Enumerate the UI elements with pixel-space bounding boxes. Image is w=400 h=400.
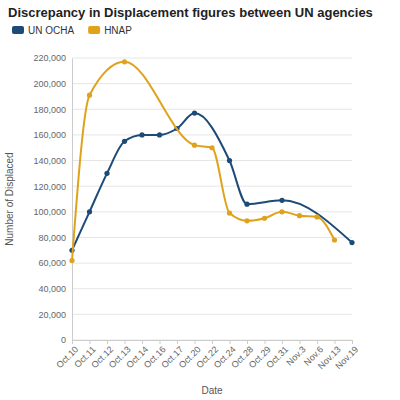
legend-swatch [88,26,100,34]
x-tick-mark [352,340,353,344]
y-tick-label: 140,000 [33,156,66,166]
grid-line [72,109,352,110]
chart: Discrepancy in Displacement figures betw… [0,0,400,400]
x-tick-mark [177,340,178,344]
x-tick-mark [212,340,213,344]
x-tick-mark [72,340,73,344]
data-point [122,59,127,64]
x-tick: Oct.31 [264,340,290,370]
x-tick-label: Nov.19 [333,344,360,371]
legend: UN OCHA HNAP [12,25,132,36]
y-tick: 40,000 [38,284,72,294]
x-tick-mark [265,340,266,344]
y-tick: 160,000 [33,130,72,140]
data-point [297,213,302,218]
series-line [72,113,352,250]
data-point [244,218,249,223]
x-tick-mark [90,340,91,344]
y-tick: 200,000 [33,79,72,89]
y-tick: 0 [61,335,72,345]
x-axis-line [73,341,353,345]
y-tick: 80,000 [38,233,72,243]
plot-area: 0 20,000 40,000 60,000 80,000 100,000 120,000 1… [33,53,360,371]
data-point [192,111,197,116]
data-point [157,132,162,137]
data-point [314,214,319,219]
grid-line [72,186,352,187]
x-tick-mark [195,340,196,344]
grid-line [72,58,352,59]
grid [72,58,352,340]
y-tick: 60,000 [38,258,72,268]
data-point [227,211,232,216]
y-tick-label: 80,000 [38,233,66,243]
series-group [69,59,354,263]
y-tick: 120,000 [33,182,72,192]
data-point [139,132,144,137]
grid-line [72,211,352,212]
grid-line [72,288,352,289]
grid-line [72,134,352,135]
y-tick: 100,000 [33,207,72,217]
grid-line [72,263,352,264]
data-point [209,145,214,150]
y-tick-label: 20,000 [38,310,66,320]
legend-item: HNAP [88,25,132,36]
y-tick-label: 40,000 [38,284,66,294]
x-tick-mark [142,340,143,344]
data-point [227,158,232,163]
y-tick: 220,000 [33,53,72,63]
y-tick: 140,000 [33,156,72,166]
data-point [262,216,267,221]
chart-title: Discrepancy in Displacement figures betw… [8,5,373,20]
grid-line [72,83,352,84]
data-point [279,209,284,214]
grid-line [72,314,352,315]
y-tick: 180,000 [33,105,72,115]
legend-label: HNAP [104,25,132,36]
x-tick-mark [125,340,126,344]
y-tick-label: 60,000 [38,258,66,268]
x-tick-mark [230,340,231,344]
data-point [279,198,284,203]
y-tick-label: 100,000 [33,207,66,217]
x-axis: Oct.10Oct.11Oct.12Oct.13Oct.14Oct.16Oct.… [54,340,360,371]
x-tick-mark [107,340,108,344]
data-point [332,237,337,242]
data-point [87,93,92,98]
data-point [244,202,249,207]
data-point [69,258,74,263]
y-tick-label: 160,000 [33,130,66,140]
legend-item: UN OCHA [12,25,74,36]
y-tick-label: 120,000 [33,182,66,192]
x-tick-mark [317,340,318,344]
x-tick-mark [335,340,336,344]
x-tick-mark [247,340,248,344]
data-point [122,139,127,144]
data-point [104,171,109,176]
x-tick-mark [160,340,161,344]
grid-line [72,237,352,238]
data-point [192,143,197,148]
x-tick-mark [282,340,283,344]
y-tick-label: 180,000 [33,105,66,115]
y-tick-label: 220,000 [33,53,66,63]
y-tick-label: 200,000 [33,79,66,89]
x-tick: Nov.19 [333,340,360,371]
data-point [87,209,92,214]
legend-label: UN OCHA [28,25,74,36]
y-axis-title: Number of Displaced [4,152,15,245]
legend-swatch [12,26,24,34]
data-point [349,240,354,245]
x-axis-title: Date [201,385,223,396]
series-line [72,62,335,261]
y-axis: 0 20,000 40,000 60,000 80,000 100,000 120,000 1… [33,53,72,345]
y-tick-label: 0 [61,335,66,345]
y-tick: 20,000 [38,310,72,320]
y-axis-line [72,59,73,341]
x-tick-mark [300,340,301,344]
